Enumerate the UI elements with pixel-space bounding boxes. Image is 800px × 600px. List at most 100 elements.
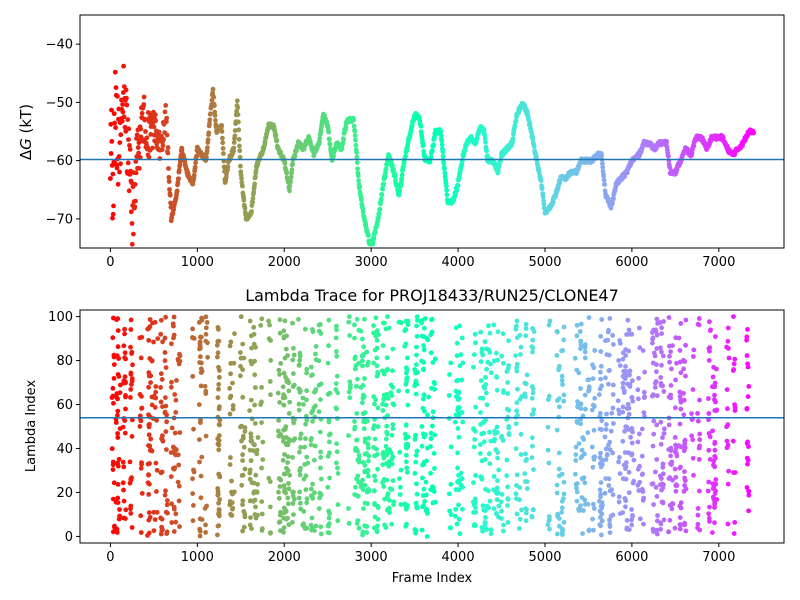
dg-point <box>212 103 217 108</box>
lambda-point <box>374 363 380 369</box>
lambda-point <box>335 471 341 476</box>
lambda-point <box>428 444 433 449</box>
lambda-point <box>514 511 520 517</box>
lambda-point <box>610 512 616 518</box>
lambda-point <box>145 480 151 486</box>
lambda-point <box>414 381 420 387</box>
lambda-point <box>529 513 535 519</box>
lambda-point <box>641 410 647 415</box>
lambda-point <box>386 325 392 331</box>
lambda-point <box>554 531 560 537</box>
lambda-point <box>290 501 296 506</box>
lambda-point <box>111 362 117 367</box>
lambda-point <box>707 504 712 510</box>
lambda-point <box>390 384 396 390</box>
lambda-point <box>654 457 660 462</box>
dg-point <box>376 211 382 217</box>
lambda-point <box>607 368 612 373</box>
lambda-point <box>240 394 246 400</box>
lambda-point <box>712 520 717 526</box>
lambda-point <box>531 467 536 472</box>
lambda-point <box>356 456 362 462</box>
lambda-point <box>168 450 174 455</box>
lambda-point <box>480 352 486 358</box>
lambda-point <box>681 448 687 454</box>
lambda-point <box>318 331 324 336</box>
lambda-point <box>291 371 296 376</box>
lambda-point <box>153 460 159 466</box>
dg-point <box>359 197 364 203</box>
lambda-point <box>130 417 135 423</box>
lambda-point <box>139 460 144 465</box>
lambda-point <box>419 318 425 323</box>
lambda-point <box>164 529 170 535</box>
lambda-point <box>171 314 177 320</box>
lambda-point <box>259 399 264 405</box>
lambda-point <box>484 390 489 396</box>
dg-point <box>454 188 460 193</box>
lambda-point <box>574 419 580 424</box>
lambda-point <box>297 436 303 441</box>
lambda-point <box>297 389 303 395</box>
lambda-point <box>667 353 672 359</box>
lambda-point <box>586 527 592 533</box>
lambda-point <box>483 374 488 380</box>
dg-point <box>442 170 448 176</box>
lambda-point <box>419 358 424 364</box>
lambda-point <box>495 357 500 363</box>
lambda-point <box>300 395 306 401</box>
lambda-point <box>731 470 736 475</box>
lambda-point <box>696 316 702 321</box>
lambda-point <box>375 424 381 430</box>
lambda-point <box>160 339 166 345</box>
lambda-point <box>707 319 712 325</box>
lambda-point <box>389 393 395 398</box>
lambda-point <box>227 462 233 467</box>
lambda-point <box>162 409 168 415</box>
dg-point <box>273 132 279 138</box>
lambda-point <box>326 508 331 514</box>
dg-point <box>124 102 130 108</box>
lambda-point <box>523 518 529 524</box>
lambda-point <box>346 433 351 438</box>
lambda-point <box>561 337 567 343</box>
lambda-point <box>122 418 128 423</box>
lambda-point <box>128 327 134 332</box>
lambda-point <box>674 482 679 488</box>
lambda-point <box>652 385 658 390</box>
lambda-point <box>360 529 366 535</box>
lambda-point <box>384 355 390 361</box>
lambda-point <box>506 431 512 436</box>
lambda-point <box>617 363 623 368</box>
y-tick-label: 100 <box>48 310 73 325</box>
lambda-point <box>282 318 288 324</box>
lambda-point <box>524 457 529 462</box>
lambda-point <box>626 405 632 411</box>
lambda-point <box>129 349 135 355</box>
lambda-point <box>120 459 126 465</box>
lambda-point <box>109 446 115 452</box>
lambda-point <box>691 354 696 359</box>
dg-point <box>251 189 257 195</box>
lambda-point <box>242 425 248 430</box>
dg-point <box>600 161 605 167</box>
lambda-point <box>301 402 306 407</box>
lambda-point <box>478 451 483 456</box>
lambda-point <box>171 529 177 534</box>
lambda-point <box>373 478 378 483</box>
lambda-point <box>560 382 565 387</box>
dg-point <box>455 183 461 189</box>
lambda-point <box>559 348 564 354</box>
lambda-point <box>431 489 437 494</box>
dg-point <box>161 136 167 142</box>
lambda-point <box>431 485 436 491</box>
lambda-point <box>258 323 264 328</box>
lambda-point <box>652 353 658 359</box>
lambda-point <box>414 362 419 367</box>
lambda-point <box>385 314 390 320</box>
lambda-point <box>286 481 291 486</box>
lambda-point <box>231 360 237 366</box>
lambda-point <box>325 484 331 490</box>
y-tick-label: 0 <box>65 530 73 545</box>
lambda-point <box>115 431 120 436</box>
